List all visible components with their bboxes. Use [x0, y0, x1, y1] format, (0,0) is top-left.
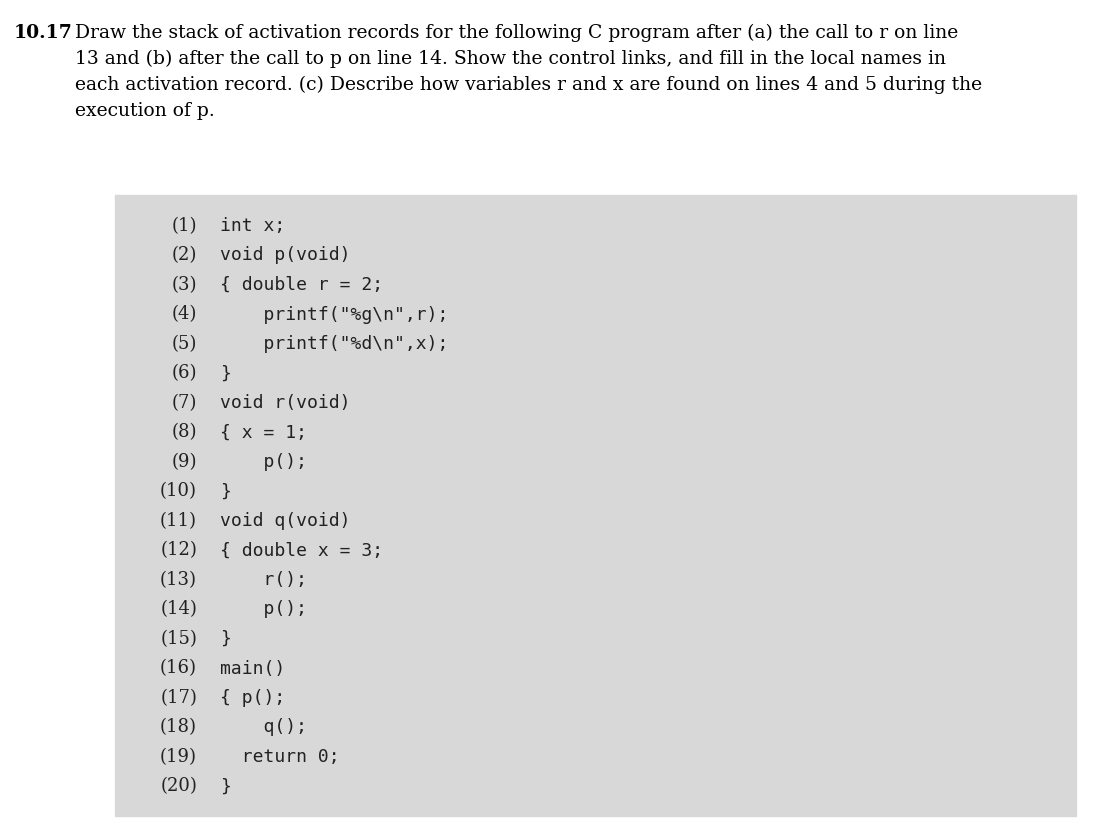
- Text: (19): (19): [160, 748, 197, 766]
- Text: (20): (20): [160, 777, 197, 795]
- Text: (13): (13): [160, 571, 197, 589]
- Text: }: }: [220, 482, 231, 501]
- Text: void r(void): void r(void): [220, 394, 351, 412]
- Text: (15): (15): [160, 630, 197, 648]
- Text: 13 and (b) after the call to p on line 14. Show the control links, and fill in t: 13 and (b) after the call to p on line 1…: [75, 50, 946, 69]
- Text: r();: r();: [220, 571, 307, 589]
- Text: printf("%d\n",x);: printf("%d\n",x);: [220, 335, 448, 353]
- Text: execution of p.: execution of p.: [75, 102, 215, 120]
- Text: (11): (11): [160, 512, 197, 530]
- Text: (4): (4): [172, 306, 197, 324]
- Text: }: }: [220, 364, 231, 382]
- Text: p();: p();: [220, 453, 307, 471]
- Text: { x = 1;: { x = 1;: [220, 424, 307, 442]
- Text: (7): (7): [172, 394, 197, 412]
- Text: { double x = 3;: { double x = 3;: [220, 542, 384, 559]
- Text: 10.17: 10.17: [14, 24, 72, 42]
- Text: printf("%g\n",r);: printf("%g\n",r);: [220, 306, 448, 324]
- Text: (5): (5): [172, 335, 197, 353]
- Text: { p();: { p();: [220, 689, 285, 707]
- Text: (3): (3): [171, 276, 197, 294]
- Text: Draw the stack of activation records for the following C program after (a) the c: Draw the stack of activation records for…: [75, 24, 958, 42]
- Text: }: }: [220, 777, 231, 795]
- Text: (6): (6): [171, 364, 197, 382]
- Text: each activation record. (c) Describe how variables r and x are found on lines 4 : each activation record. (c) Describe how…: [75, 76, 982, 94]
- Text: void q(void): void q(void): [220, 512, 351, 530]
- Text: (14): (14): [160, 601, 197, 619]
- Text: q();: q();: [220, 719, 307, 737]
- Text: (17): (17): [160, 689, 197, 707]
- Text: (16): (16): [160, 659, 197, 677]
- Text: { double r = 2;: { double r = 2;: [220, 276, 384, 294]
- Text: p();: p();: [220, 601, 307, 619]
- Text: (9): (9): [171, 453, 197, 471]
- Text: (2): (2): [172, 246, 197, 264]
- Text: (10): (10): [160, 482, 197, 501]
- Text: void p(void): void p(void): [220, 246, 351, 264]
- Text: (1): (1): [171, 217, 197, 235]
- Text: int x;: int x;: [220, 217, 285, 235]
- Text: (8): (8): [171, 424, 197, 442]
- Text: main(): main(): [220, 659, 285, 677]
- Text: }: }: [220, 630, 231, 648]
- Text: (18): (18): [160, 719, 197, 737]
- Text: return 0;: return 0;: [220, 748, 340, 766]
- Text: (12): (12): [160, 542, 197, 559]
- FancyBboxPatch shape: [115, 195, 1076, 816]
